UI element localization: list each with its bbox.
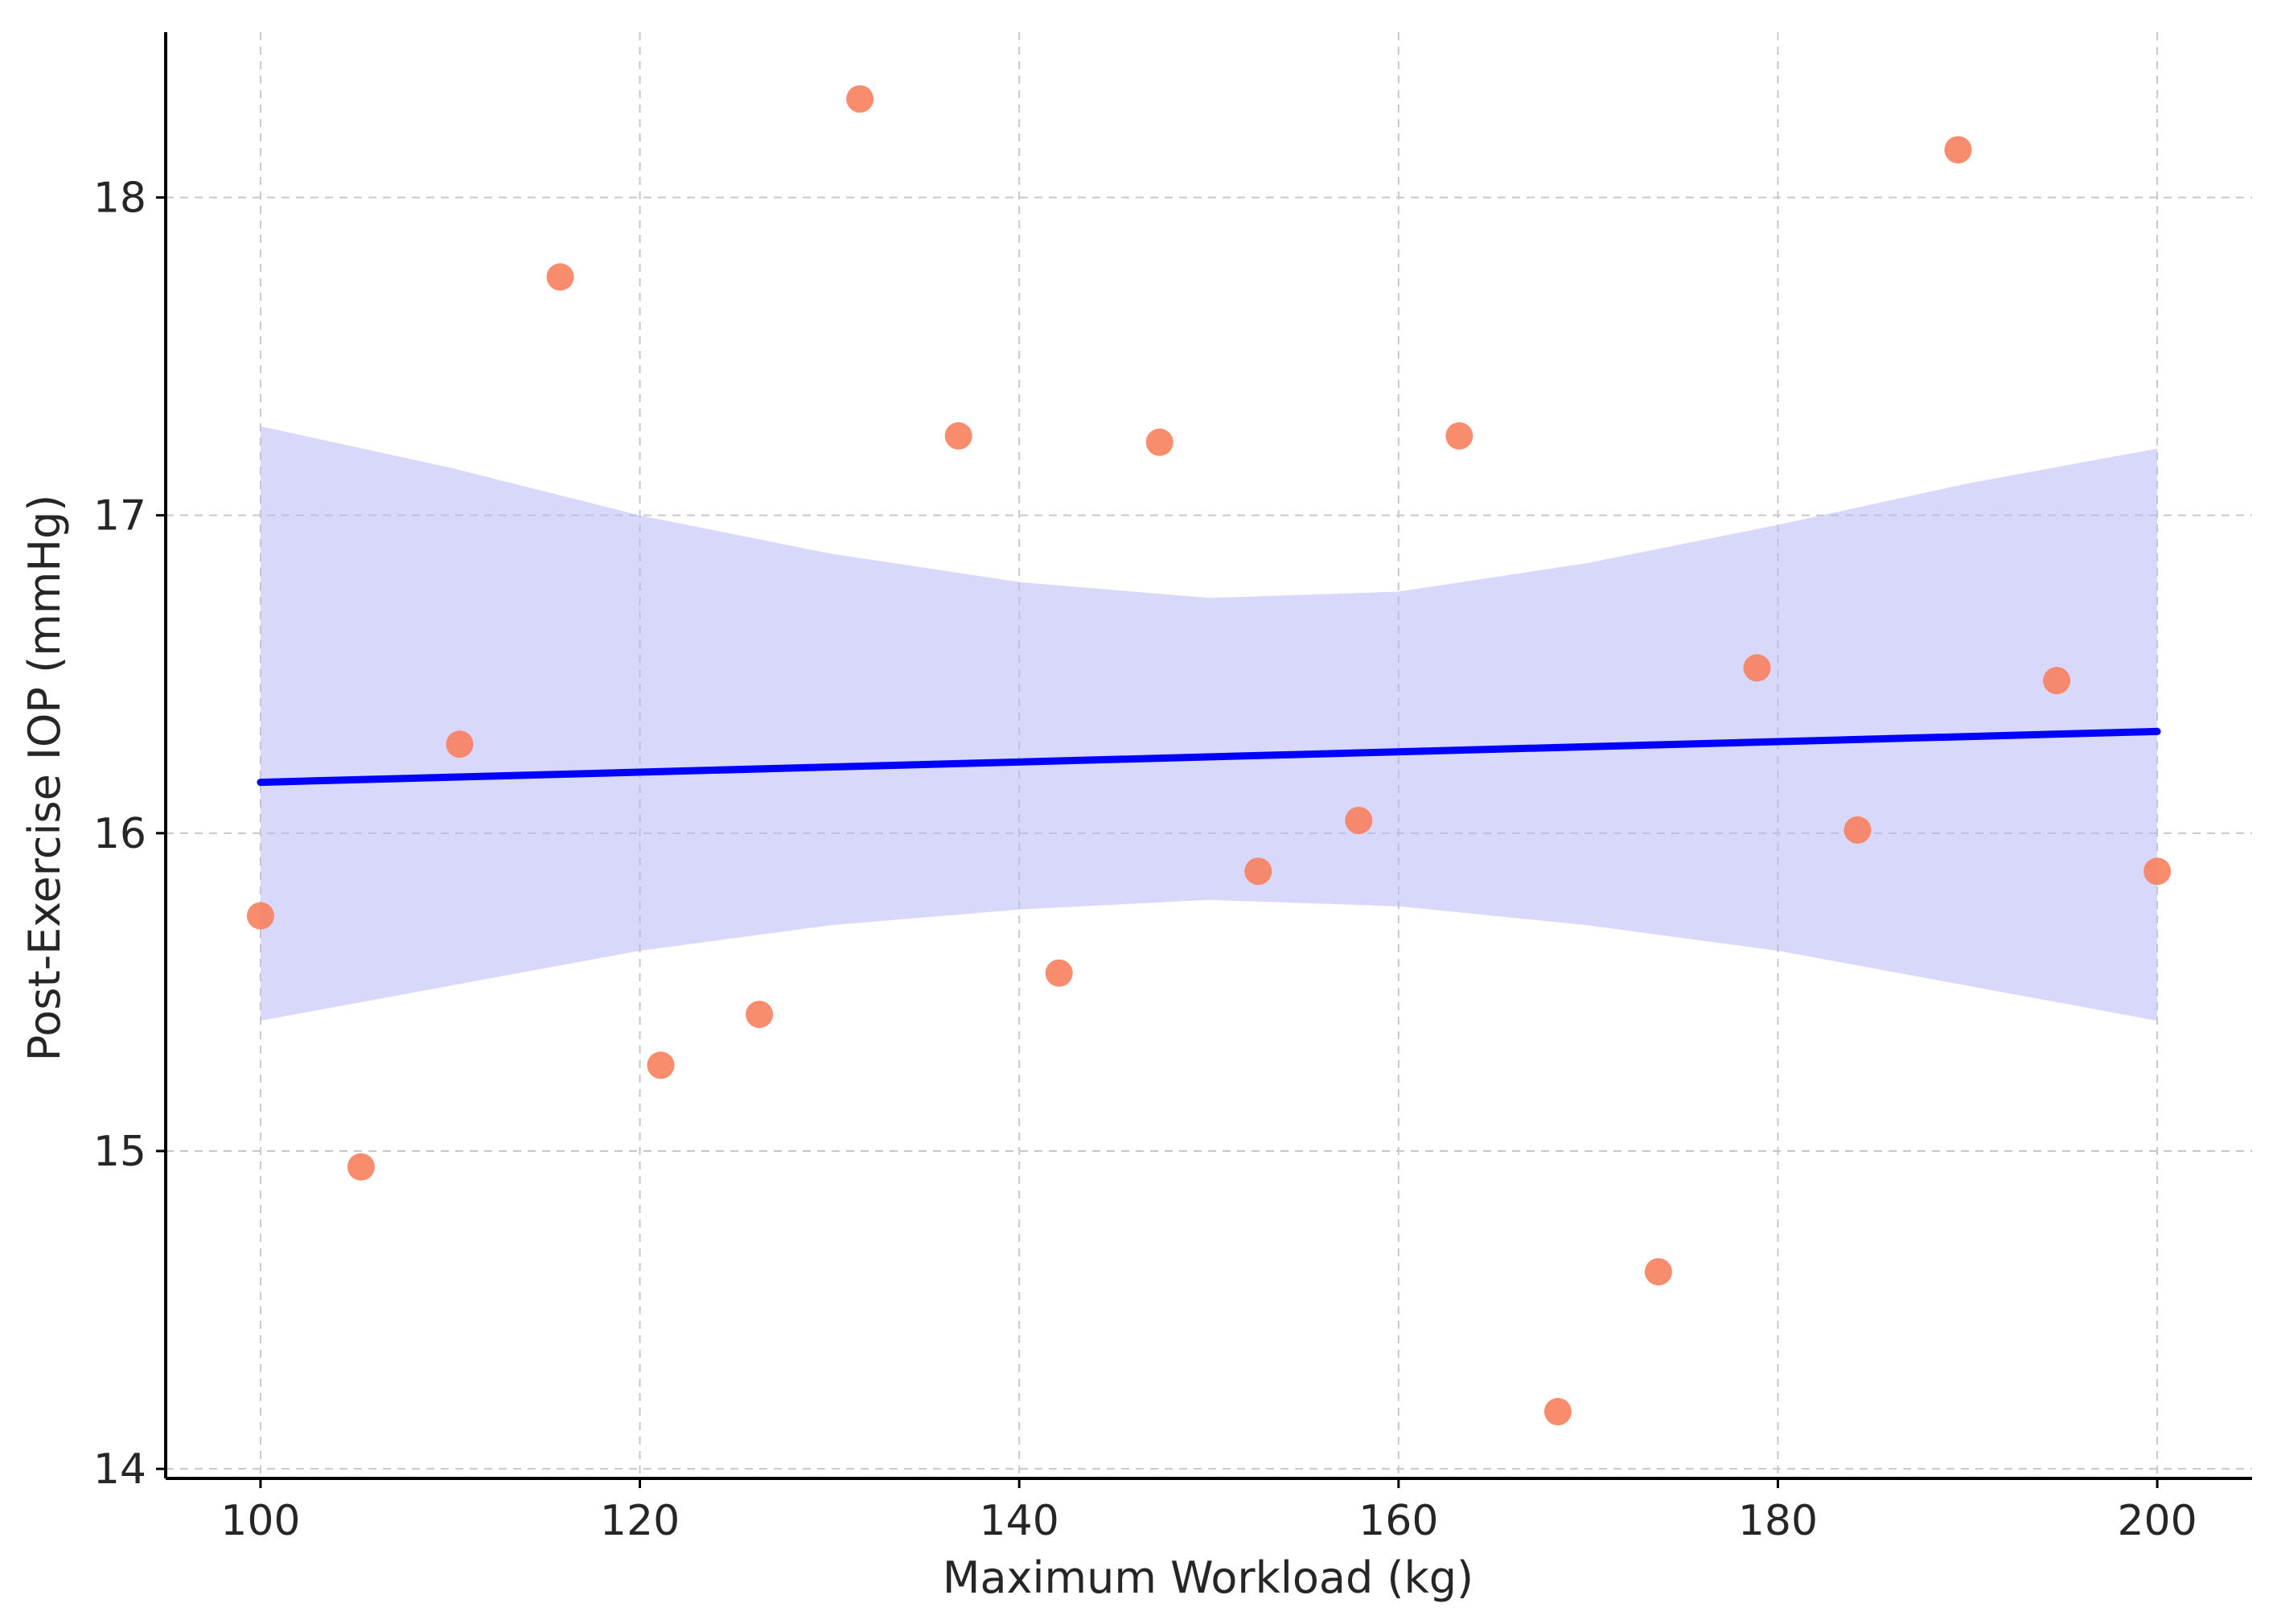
data-point (746, 1001, 774, 1029)
data-point (446, 730, 474, 759)
y-tick-label: 15 (93, 1128, 146, 1176)
x-tick-label: 160 (1358, 1497, 1438, 1545)
data-point (1445, 421, 1473, 450)
confidence-band-group (260, 426, 2158, 1021)
y-tick-label: 14 (93, 1445, 146, 1494)
x-tick-label: 100 (220, 1497, 300, 1545)
data-point (246, 902, 274, 930)
regression-line (257, 727, 2161, 787)
axes (164, 32, 2252, 1480)
data-point (2043, 667, 2071, 695)
tick-labels: 100 120 140 160 180 200 14 15 16 17 18 (93, 174, 2197, 1545)
x-tick-label: 140 (980, 1497, 1059, 1545)
data-point (1644, 1258, 1672, 1286)
x-tick-label: 180 (1738, 1497, 1818, 1545)
data-point (347, 1153, 375, 1181)
x-tick-label: 200 (2117, 1497, 2197, 1545)
data-point (1145, 428, 1173, 456)
data-point (1944, 136, 1972, 164)
x-axis-label: Maximum Workload (kg) (943, 1552, 1473, 1603)
data-point (546, 263, 574, 291)
data-point (1345, 807, 1373, 834)
data-point (1543, 1398, 1572, 1425)
data-point (2143, 857, 2172, 886)
y-axis-label: Post-Exercise IOP (mmHg) (19, 495, 70, 1062)
y-tick-label: 18 (93, 174, 146, 222)
data-point (944, 421, 972, 450)
data-point (846, 85, 874, 113)
data-point (647, 1051, 675, 1079)
data-point (1244, 857, 1272, 886)
confidence-band (260, 426, 2158, 1021)
y-tick-label: 16 (93, 810, 146, 858)
regression-line-group (257, 727, 2161, 787)
data-point (1843, 816, 1872, 844)
data-point (1743, 654, 1771, 682)
data-points (246, 85, 2172, 1425)
data-point (1045, 959, 1073, 987)
y-tick-label: 17 (93, 492, 146, 541)
x-tick-label: 120 (600, 1497, 680, 1545)
